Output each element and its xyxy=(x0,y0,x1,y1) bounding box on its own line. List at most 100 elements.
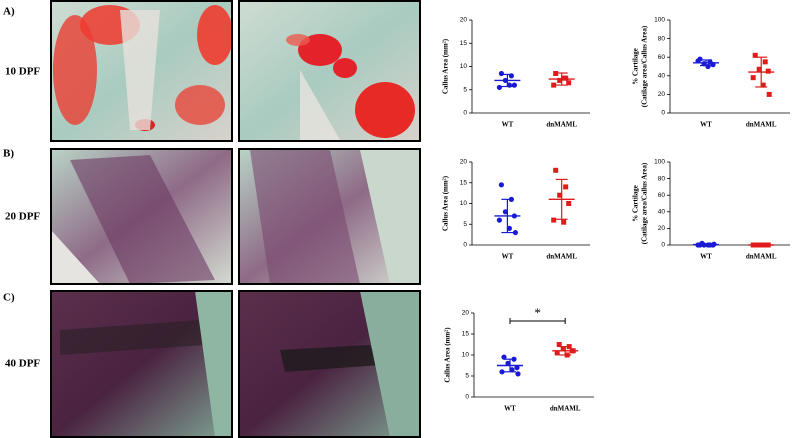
histology-image xyxy=(238,290,421,438)
data-point xyxy=(511,82,517,88)
data-point xyxy=(502,77,508,84)
data-point xyxy=(750,75,756,81)
x-tick-label: WT xyxy=(504,405,516,413)
data-point xyxy=(765,242,771,248)
data-point xyxy=(699,240,705,246)
y-tick-label: 80 xyxy=(658,35,666,42)
data-point xyxy=(496,217,502,223)
y-tick-label: 20 xyxy=(460,17,468,24)
x-tick-label: WT xyxy=(700,253,712,261)
data-point xyxy=(553,70,559,76)
data-point xyxy=(564,352,570,358)
data-point xyxy=(752,52,758,58)
y-tick-label: 20 xyxy=(658,91,666,98)
y-tick-label: 60 xyxy=(658,192,666,199)
data-point xyxy=(561,219,567,225)
data-point xyxy=(570,348,576,354)
y-axis-label: Callus Area (mm²) xyxy=(444,327,452,383)
x-tick-label: dnMAML xyxy=(746,253,777,261)
data-point xyxy=(762,59,768,65)
y-tick-label: 100 xyxy=(654,17,665,24)
data-point xyxy=(695,242,701,248)
data-point xyxy=(557,192,563,198)
data-point xyxy=(554,350,560,356)
data-point xyxy=(556,342,562,347)
stage-label: 10 DPF xyxy=(5,66,40,78)
y-tick-label: 0 xyxy=(661,110,665,117)
data-point xyxy=(499,369,505,375)
data-point xyxy=(563,184,569,190)
y-tick-label: 20 xyxy=(658,225,666,232)
data-point xyxy=(566,344,572,350)
y-axis-label: Callus Area (mm²) xyxy=(442,38,450,94)
histology-image xyxy=(50,0,233,142)
y-tick-label: 15 xyxy=(460,179,468,186)
data-point xyxy=(511,213,517,219)
x-tick-label: dnMAML xyxy=(546,121,577,129)
data-point xyxy=(502,209,508,215)
y-tick-label: 20 xyxy=(462,310,470,317)
data-point xyxy=(512,229,519,236)
data-point xyxy=(561,75,567,81)
y-tick-label: 80 xyxy=(658,175,666,182)
data-point xyxy=(566,201,572,206)
data-point xyxy=(551,217,557,223)
y-tick-label: 40 xyxy=(658,73,666,80)
data-point xyxy=(756,66,762,72)
data-point xyxy=(508,196,514,202)
y-tick-label: 0 xyxy=(465,394,469,401)
data-point xyxy=(501,354,507,360)
data-point xyxy=(766,91,772,97)
stage-label: 20 DPF xyxy=(5,211,40,223)
data-point xyxy=(511,356,517,362)
x-tick-label: dnMAML xyxy=(550,405,581,413)
data-point xyxy=(506,82,512,88)
x-tick-label: WT xyxy=(502,253,514,261)
data-point xyxy=(514,365,520,371)
data-point xyxy=(711,241,717,247)
data-point xyxy=(760,242,766,248)
y-tick-label: 5 xyxy=(463,221,467,228)
data-point xyxy=(515,371,521,377)
data-point xyxy=(705,242,711,248)
data-point xyxy=(509,367,515,373)
y-tick-label: 15 xyxy=(462,331,470,338)
panel-label: A) xyxy=(3,6,15,18)
data-point xyxy=(498,70,504,77)
data-point xyxy=(553,167,559,173)
data-point xyxy=(710,62,716,68)
y-axis-label: % Cartilage xyxy=(632,48,640,85)
y-tick-label: 15 xyxy=(460,40,468,47)
panel-label: B) xyxy=(3,148,14,160)
y-axis-label: (Catilage area/Callus Area) xyxy=(641,162,649,244)
significance-label: * xyxy=(534,305,541,320)
histology-image xyxy=(238,148,421,285)
x-tick-label: WT xyxy=(700,121,712,129)
y-tick-label: 0 xyxy=(463,242,467,249)
y-tick-label: 10 xyxy=(462,352,470,359)
data-point xyxy=(557,77,563,83)
y-axis-label: % Cartilage xyxy=(632,185,640,222)
y-tick-label: 5 xyxy=(465,373,469,380)
x-tick-label: dnMAML xyxy=(546,253,577,261)
data-point xyxy=(496,84,502,91)
y-tick-label: 10 xyxy=(460,63,468,70)
data-point xyxy=(695,58,701,64)
data-point xyxy=(765,68,771,74)
data-point xyxy=(498,182,504,188)
data-point xyxy=(560,346,566,352)
data-point xyxy=(756,242,762,248)
x-tick-label: dnMAML xyxy=(746,121,777,129)
y-axis-label: Callus Area (mm²) xyxy=(442,175,450,231)
data-point xyxy=(701,61,707,67)
data-point xyxy=(760,82,766,88)
y-tick-label: 10 xyxy=(460,200,468,207)
data-point xyxy=(551,82,557,88)
y-tick-label: 0 xyxy=(661,242,665,249)
data-point xyxy=(506,225,512,231)
panel-label: C) xyxy=(3,292,15,304)
data-point xyxy=(705,63,711,70)
y-tick-label: 0 xyxy=(463,110,467,117)
y-tick-label: 60 xyxy=(658,54,666,61)
